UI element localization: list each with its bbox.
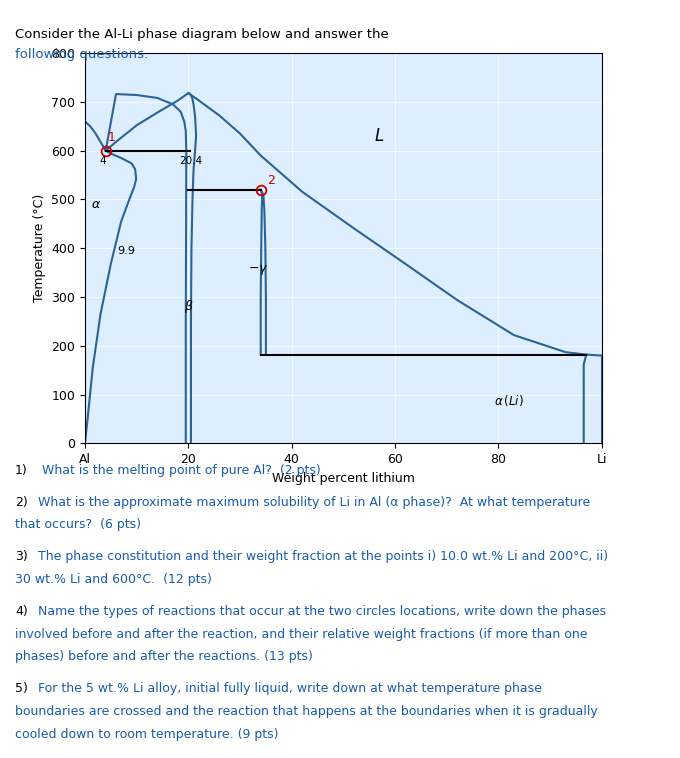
Text: 4): 4) [15, 605, 28, 618]
Text: What is the melting point of pure Al?  (2 pts): What is the melting point of pure Al? (2… [34, 464, 321, 477]
Text: Name the types of reactions that occur at the two circles locations, write down : Name the types of reactions that occur a… [34, 605, 606, 618]
Text: $\alpha\,(Li)$: $\alpha\,(Li)$ [494, 393, 524, 408]
Text: Consider the Al-Li phase diagram below and answer the: Consider the Al-Li phase diagram below a… [15, 28, 393, 41]
Text: following questions.: following questions. [15, 48, 148, 61]
Text: 30 wt.% Li and 600°C.  (12 pts): 30 wt.% Li and 600°C. (12 pts) [15, 573, 212, 586]
Text: that occurs?  (6 pts): that occurs? (6 pts) [15, 518, 141, 531]
Text: boundaries are crossed and the reaction that happens at the boundaries when it i: boundaries are crossed and the reaction … [15, 705, 598, 718]
Text: cooled down to room temperature. (9 pts): cooled down to room temperature. (9 pts) [15, 728, 279, 741]
Y-axis label: Temperature (°C): Temperature (°C) [33, 194, 46, 302]
Text: $-\gamma$: $-\gamma$ [248, 263, 269, 277]
Text: 9.9: 9.9 [118, 246, 135, 255]
Text: For the 5 wt.% Li alloy, initial fully liquid, write down at what temperature ph: For the 5 wt.% Li alloy, initial fully l… [34, 682, 542, 695]
Text: 3): 3) [15, 550, 28, 563]
Text: The phase constitution and their weight fraction at the points i) 10.0 wt.% Li a: The phase constitution and their weight … [34, 550, 608, 563]
Text: 1: 1 [108, 131, 116, 145]
Text: involved before and after the reaction, and their relative weight fractions (if : involved before and after the reaction, … [15, 628, 588, 641]
Text: phases) before and after the reactions. (13 pts): phases) before and after the reactions. … [15, 650, 313, 663]
Text: $L$: $L$ [375, 127, 385, 145]
Text: 4: 4 [100, 156, 106, 167]
Text: 1): 1) [15, 464, 28, 477]
Text: What is the approximate maximum solubility of Li in Al (α phase)?  At what tempe: What is the approximate maximum solubili… [34, 496, 590, 509]
Text: $\alpha$: $\alpha$ [91, 198, 101, 211]
Text: 2: 2 [267, 174, 275, 187]
Text: $\beta$: $\beta$ [184, 299, 193, 315]
Text: 2): 2) [15, 496, 28, 509]
Text: 5): 5) [15, 682, 28, 695]
Text: 20.4: 20.4 [179, 156, 202, 167]
X-axis label: Weight percent lithium: Weight percent lithium [272, 471, 415, 484]
